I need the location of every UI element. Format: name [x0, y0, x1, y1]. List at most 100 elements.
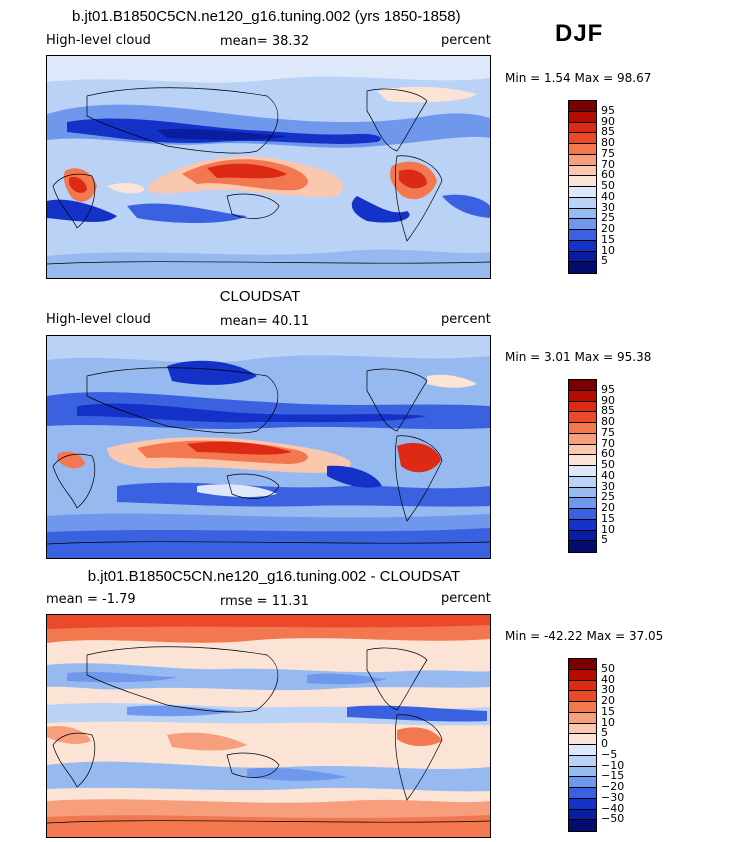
colorbar-swatch [569, 230, 596, 241]
colorbar-tick-label: 15 [601, 232, 615, 246]
colorbar-tick-label: 40 [601, 468, 615, 482]
colorbar-tick-label: 25 [601, 490, 615, 504]
colorbar-tick-label: 85 [601, 404, 615, 418]
colorbar-swatch [569, 712, 596, 724]
colorbar-tick-label: −15 [601, 769, 625, 783]
colorbar-swatch [569, 187, 596, 198]
panel1-map-graphic [47, 56, 490, 278]
colorbar-swatch [569, 466, 596, 477]
panel1-units-label: percent [441, 33, 491, 48]
panel3-title: b.jt01.B1850C5CN.ne120_g16.tuning.002 - … [87, 568, 461, 585]
colorbar-swatch [569, 251, 596, 263]
colorbar-swatch [569, 101, 596, 112]
colorbar-tick-label: 30 [601, 200, 615, 214]
colorbar-swatch [569, 176, 596, 187]
colorbar-tick-label: −30 [601, 790, 625, 804]
colorbar-swatch [569, 401, 596, 413]
season-label: DJF [555, 20, 604, 47]
colorbar-swatch [569, 412, 596, 423]
colorbar-swatch [569, 788, 596, 799]
colorbar-tick-label: −5 [601, 747, 618, 761]
panel1-variable-label: High-level cloud [46, 33, 151, 48]
colorbar-swatch [569, 111, 596, 123]
colorbar-swatch [569, 820, 596, 831]
colorbar-tick-label: 25 [601, 211, 615, 225]
panel1-title: b.jt01.B1850C5CN.ne120_g16.tuning.002 (y… [72, 8, 461, 25]
colorbar-swatch [569, 498, 596, 509]
panel2-units-label: percent [441, 312, 491, 327]
colorbar-tick-label: 85 [601, 125, 615, 139]
colorbar-swatch [569, 487, 596, 499]
colorbar-tick-label: 75 [601, 146, 615, 160]
colorbar-tick-label: 40 [601, 189, 615, 203]
colorbar-swatch [569, 380, 596, 391]
colorbar-tick-label: 40 [601, 672, 615, 686]
colorbar-tick-label: 50 [601, 661, 615, 675]
colorbar-tick-label: 20 [601, 694, 615, 707]
colorbar-tick-label: −50 [601, 812, 625, 826]
panel1-map [46, 55, 491, 279]
colorbar-tick-label: 5 [601, 533, 608, 547]
panel2-map [46, 335, 491, 559]
panel3-rmse-label: rmse = 11.31 [220, 594, 309, 609]
panel1-colorbar [568, 100, 597, 274]
colorbar-tick-label: 70 [601, 157, 615, 171]
colorbar-swatch [569, 455, 596, 466]
colorbar-swatch [569, 798, 596, 810]
colorbar-swatch [569, 541, 596, 552]
colorbar-swatch [569, 734, 596, 745]
colorbar-tick-label: 15 [601, 511, 615, 525]
colorbar-tick-label: 30 [601, 479, 615, 493]
panel3-map [46, 614, 491, 838]
colorbar-swatch [569, 154, 596, 166]
colorbar-swatch [569, 755, 596, 767]
colorbar-swatch [569, 133, 596, 144]
colorbar-swatch [569, 669, 596, 681]
panel1-minmax: Min = 1.54 Max = 98.67 [505, 71, 652, 85]
colorbar-swatch [569, 777, 596, 788]
colorbar-tick-label: 80 [601, 136, 615, 149]
colorbar-swatch [569, 444, 596, 456]
colorbar-swatch [569, 197, 596, 209]
colorbar-tick-label: 15 [601, 704, 615, 718]
colorbar-swatch [569, 680, 596, 692]
colorbar-tick-label: 75 [601, 425, 615, 439]
panel3-mean-label: mean = -1.79 [46, 592, 136, 607]
colorbar-swatch [569, 745, 596, 756]
colorbar-tick-label: 70 [601, 436, 615, 450]
colorbar-swatch [569, 691, 596, 702]
colorbar-tick-label: 90 [601, 114, 615, 128]
colorbar-tick-label: 80 [601, 415, 615, 428]
colorbar-swatch [569, 240, 596, 252]
colorbar-tick-label: 60 [601, 447, 615, 461]
colorbar-swatch [569, 476, 596, 488]
colorbar-swatch [569, 519, 596, 531]
panel3-map-graphic [47, 615, 490, 837]
colorbar-tick-label: −40 [601, 801, 625, 815]
colorbar-swatch [569, 208, 596, 220]
colorbar-swatch [569, 390, 596, 402]
colorbar-swatch [569, 433, 596, 445]
colorbar-tick-label: 20 [601, 501, 615, 514]
colorbar-tick-label: 50 [601, 458, 615, 471]
panel3-colorbar [568, 658, 597, 832]
panel2-title: CLOUDSAT [219, 288, 301, 305]
colorbar-tick-label: 20 [601, 222, 615, 235]
panel2-colorbar [568, 379, 597, 553]
colorbar-swatch [569, 122, 596, 134]
panel3-units-label: percent [441, 591, 491, 606]
panel2-mean-label: mean= 40.11 [220, 314, 310, 329]
colorbar-tick-label: 95 [601, 382, 615, 396]
colorbar-tick-label: −10 [601, 758, 625, 772]
colorbar-tick-label: 30 [601, 683, 615, 697]
colorbar-swatch [569, 144, 596, 155]
colorbar-tick-label: 95 [601, 103, 615, 117]
panel2-variable-label: High-level cloud [46, 312, 151, 327]
colorbar-tick-label: 50 [601, 179, 615, 192]
colorbar-tick-label: 10 [601, 522, 615, 536]
colorbar-swatch [569, 766, 596, 778]
colorbar-tick-label: 5 [601, 254, 608, 268]
panel3-minmax: Min = -42.22 Max = 37.05 [505, 629, 664, 643]
colorbar-swatch [569, 723, 596, 735]
colorbar-tick-label: 5 [601, 726, 608, 740]
